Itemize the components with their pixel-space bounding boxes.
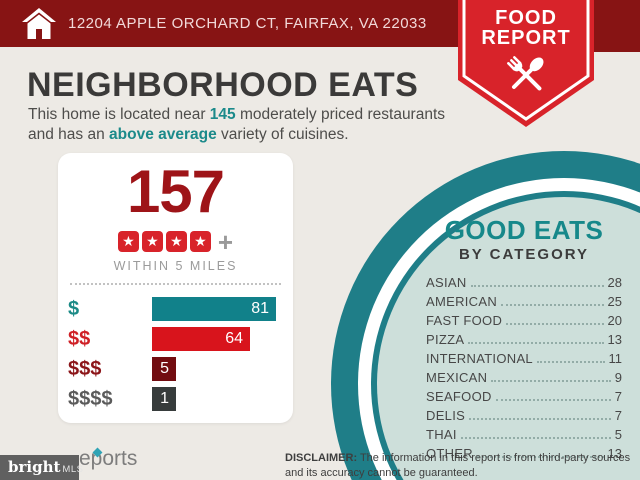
good-eats-title: GOOD EATS xyxy=(444,215,604,245)
good-eats-subtitle: BY CATEGORY xyxy=(458,246,590,263)
category-count: 7 xyxy=(614,389,622,404)
category-list: ASIAN 28 AMERICAN 25 FAST FOOD 20 PIZZA 13 INTER… xyxy=(420,275,628,461)
disclaimer-label: DISCLAIMER: xyxy=(285,452,358,464)
dotted-leader xyxy=(477,456,604,458)
intro-mid: moderately priced restaurants and has an xyxy=(28,106,446,144)
price-tier-label: $ xyxy=(68,297,80,320)
price-tier-bar: 5 xyxy=(152,357,176,381)
price-tier-label: $$$$ xyxy=(68,387,113,410)
food-report-badge: FOOD REPORT xyxy=(456,0,596,132)
category-count: 9 xyxy=(614,370,622,385)
category-row: MEXICAN 9 xyxy=(426,370,622,385)
badge-line-food: FOOD xyxy=(495,7,557,29)
category-count: 11 xyxy=(608,351,623,366)
category-count: 5 xyxy=(614,427,622,442)
dotted-leader xyxy=(495,399,611,401)
radius-label: WITHIN 5 MILES xyxy=(113,259,238,273)
category-row: AMERICAN 25 xyxy=(426,294,622,309)
dotted-leader xyxy=(536,361,605,363)
category-count: 7 xyxy=(614,408,622,423)
watermark-main: bright xyxy=(8,458,61,476)
price-tier-bar: 1 xyxy=(152,387,176,411)
price-tier-bar: 81 xyxy=(152,297,276,321)
reports-logo-text: eports xyxy=(79,447,138,470)
rating-row: ★ ★ ★ ★ + xyxy=(58,226,293,257)
category-count: 13 xyxy=(607,446,622,461)
category-row: ASIAN 28 xyxy=(426,275,622,290)
price-tier-bar-chart: $81 $$ 64 $$$ 5 $$$$ 1 xyxy=(58,297,293,411)
star-icon: ★ xyxy=(117,231,139,252)
category-row: THAI 5 xyxy=(426,427,622,442)
category-row: PIZZA 13 xyxy=(426,332,622,347)
category-count: 25 xyxy=(607,294,622,309)
plus-sign: + xyxy=(217,226,234,257)
good-eats-panel: GOOD EATS BY CATEGORY ASIAN 28 AMERICAN 25 F… xyxy=(420,217,628,465)
dotted-leader xyxy=(470,285,604,287)
category-name: SEAFOOD xyxy=(426,389,492,404)
category-row: DELIS 7 xyxy=(426,408,622,423)
price-bar-row: $$$ 5 xyxy=(68,357,293,381)
price-bar-row: $$$$ 1 xyxy=(68,387,293,411)
badge-line-report: REPORT xyxy=(481,27,571,49)
star-icon: ★ xyxy=(165,231,187,252)
dotted-divider xyxy=(70,283,281,285)
category-count: 13 xyxy=(607,332,622,347)
category-row: OTHER 13 xyxy=(426,446,622,461)
disclaimer-text: DISCLAIMER: The information in this repo… xyxy=(285,451,633,480)
category-name: FAST FOOD xyxy=(426,313,503,328)
price-tier-label: $$ xyxy=(68,327,91,350)
category-name: PIZZA xyxy=(426,332,465,347)
category-name: OTHER xyxy=(426,446,473,461)
watermark-suffix: MLS xyxy=(62,464,84,475)
banner-corner-block xyxy=(590,0,640,52)
dotted-leader xyxy=(501,304,604,306)
ribbon-shape xyxy=(458,0,594,127)
dotted-leader xyxy=(468,342,604,344)
category-name: THAI xyxy=(426,427,457,442)
star-icon: ★ xyxy=(189,231,211,252)
restaurant-stats-card: 157 ★ ★ ★ ★ + WITHIN 5 MILES $81 $$ 64 $$$ 5 $$$… xyxy=(58,153,293,423)
dotted-leader xyxy=(469,418,611,420)
star-rating: ★ ★ ★ ★ xyxy=(117,231,211,252)
price-bar-row: $$ 64 xyxy=(68,327,293,351)
restaurant-count-highlight: 145 xyxy=(209,106,236,123)
variety-highlight: above average xyxy=(109,126,217,144)
dotted-leader xyxy=(506,323,604,325)
category-row: SEAFOOD 7 xyxy=(426,389,622,404)
property-address: 12204 APPLE ORCHARD CT, FAIRFAX, VA 2203… xyxy=(68,15,427,32)
star-icon: ★ xyxy=(141,231,163,252)
intro-pre: This home is located near xyxy=(28,106,210,123)
category-name: INTERNATIONAL xyxy=(426,351,533,366)
dotted-leader xyxy=(491,380,611,382)
intro-text: This home is located near 145 moderately… xyxy=(28,105,458,146)
home-icon xyxy=(22,7,56,39)
category-name: DELIS xyxy=(426,408,466,423)
spoon-fork-icon xyxy=(507,56,544,91)
price-bar-row: $81 xyxy=(68,297,293,321)
brightmls-watermark: bright MLS xyxy=(0,455,83,480)
category-count: 28 xyxy=(607,275,622,290)
category-name: MEXICAN xyxy=(426,370,488,385)
price-tier-bar: 64 xyxy=(152,327,250,351)
category-name: ASIAN xyxy=(426,275,467,290)
category-name: AMERICAN xyxy=(426,294,498,309)
disclaimer-body: The information in this report is from t… xyxy=(285,452,631,479)
page-title: NEIGHBORHOOD EATS xyxy=(27,66,419,104)
category-count: 20 xyxy=(607,313,622,328)
intro-post: variety of cuisines. xyxy=(216,126,349,144)
category-row: INTERNATIONAL 11 xyxy=(426,351,622,366)
badge-title: FOOD REPORT xyxy=(456,8,596,48)
category-row: FAST FOOD 20 xyxy=(426,313,622,328)
dotted-leader xyxy=(460,437,611,439)
price-tier-label: $$$ xyxy=(68,357,102,380)
restaurant-total-count: 157 xyxy=(126,158,225,225)
